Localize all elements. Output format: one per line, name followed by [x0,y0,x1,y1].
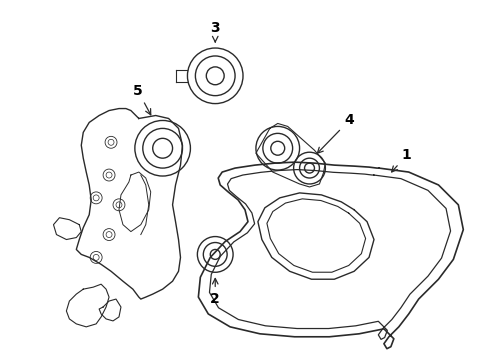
Text: 3: 3 [210,21,220,42]
Text: 5: 5 [133,84,151,115]
Text: 1: 1 [392,148,412,172]
Text: 4: 4 [318,113,354,153]
Text: 2: 2 [210,278,220,306]
